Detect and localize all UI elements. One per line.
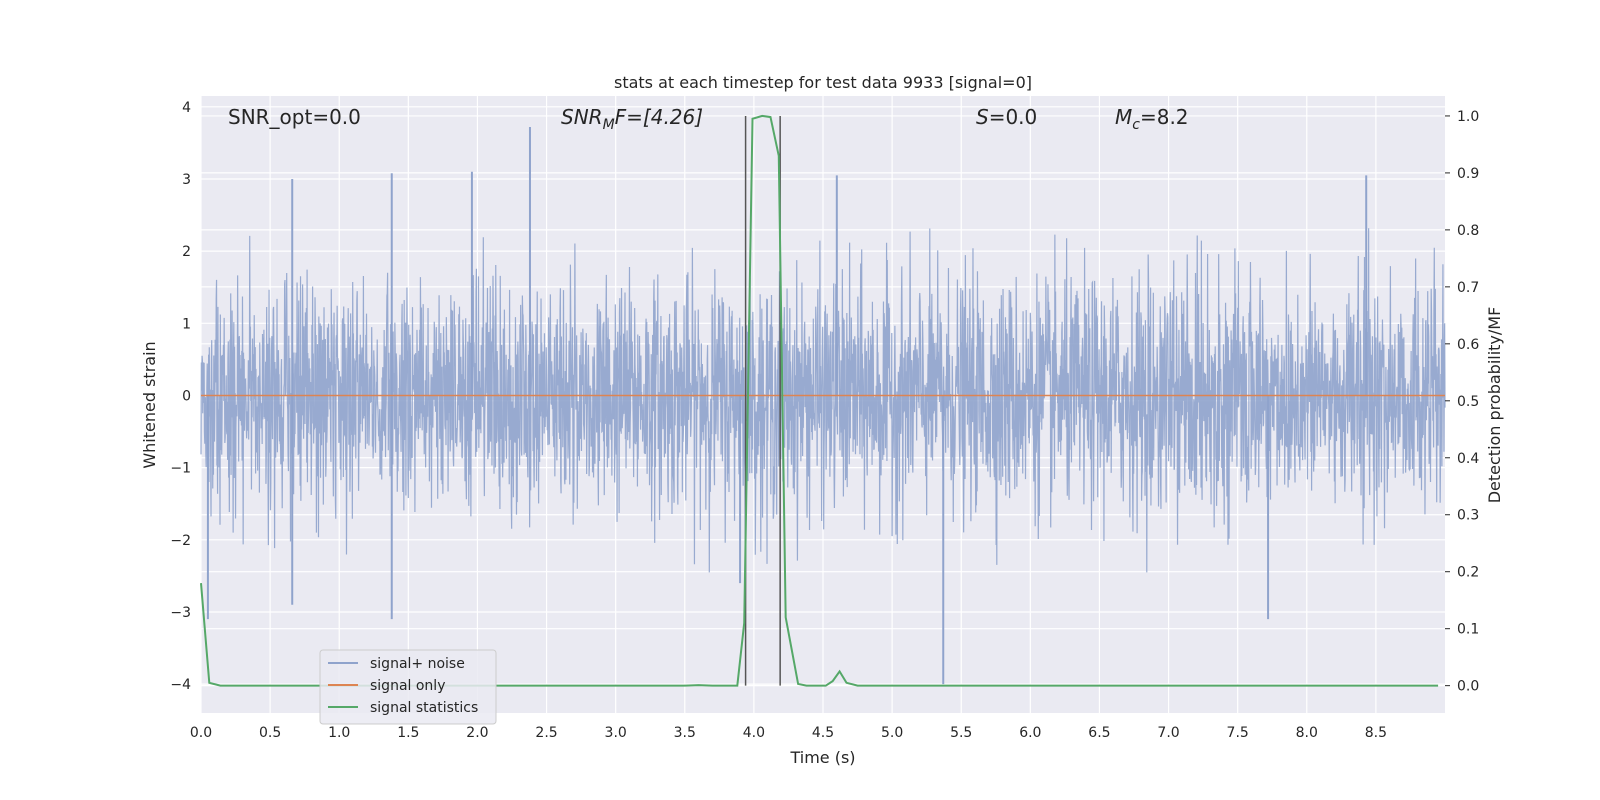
annotation-snr-mf-rest: F=[4.26] [615,105,703,129]
y-right-tick-7: 0.3 [1457,508,1479,524]
y-left-tick-5: −1 [170,461,191,477]
annotation-s-rest: =0.0 [989,105,1038,129]
annotation-snr-mf-sub: M [603,117,615,133]
x-tick-labels: 0.0 0.5 1.0 1.5 2.0 2.5 3.0 3.5 4.0 4.5 5.0 5.5 6.0 6… [190,725,1387,741]
y-right-tick-6: 0.4 [1457,451,1479,467]
x-tick-13: 6.5 [1088,725,1110,741]
annotation-mc-rest: =8.2 [1140,105,1189,129]
y-left-tick-8: −4 [170,677,191,693]
y-right-tick-10: 0.0 [1457,679,1479,695]
y-left-tick-1: 3 [182,172,191,188]
annotation-s: S=0.0 [976,105,1037,129]
y-left-axis-label: Whitened strain [140,341,159,468]
chart-title: stats at each timestep for test data 993… [614,73,1032,92]
annotation-mc-main: M [1115,105,1132,129]
x-tick-12: 6.0 [1019,725,1041,741]
y-left-tick-3: 1 [182,316,191,332]
x-tick-2: 1.0 [328,725,350,741]
legend-label-signal-only: signal only [370,678,445,694]
x-tick-16: 8.0 [1296,725,1318,741]
y-right-tick-1: 0.9 [1457,166,1479,182]
y-right-tick-3: 0.7 [1457,280,1479,296]
x-axis-label: Time (s) [789,748,855,767]
y-left-tick-labels: 4 3 2 1 0 −1 −2 −3 −4 [170,100,191,693]
y-right-tick-labels: 1.0 0.9 0.8 0.7 0.6 0.5 0.4 0.3 0.2 0.1 0.0 [1445,109,1479,695]
x-tick-1: 0.5 [259,725,281,741]
annotation-snr-opt: SNR_opt=0.0 [228,105,361,129]
x-tick-7: 3.5 [674,725,696,741]
legend-label-signal-noise: signal+ noise [370,656,465,672]
legend: signal+ noise signal only signal statist… [319,649,497,725]
y-left-tick-0: 4 [182,100,191,116]
x-tick-4: 2.0 [466,725,488,741]
x-tick-9: 4.5 [812,725,834,741]
y-right-tick-0: 1.0 [1457,109,1479,125]
legend-box [319,649,497,725]
legend-label-signal-statistics: signal statistics [370,700,478,716]
y-left-tick-6: −2 [170,533,191,549]
y-right-tick-9: 0.1 [1457,622,1479,638]
annotation-s-main: S [976,105,989,129]
x-tick-17: 8.5 [1365,725,1387,741]
noise-line [200,228,1446,573]
x-tick-0: 0.0 [190,725,212,741]
y-left-tick-7: −3 [170,605,191,621]
y-left-tick-2: 2 [182,244,191,260]
x-tick-10: 5.0 [881,725,903,741]
x-tick-14: 7.0 [1157,725,1179,741]
x-tick-5: 2.5 [535,725,557,741]
y-left-tick-4: 0 [182,388,191,404]
annotation-mc: Mc=8.2 [1115,105,1189,133]
series-signal-noise [200,127,1446,685]
annotation-snr-mf: SNRMF=[4.26] [561,105,703,133]
x-tick-11: 5.5 [950,725,972,741]
x-tick-3: 1.5 [397,725,419,741]
y-right-tick-4: 0.6 [1457,337,1479,353]
y-right-tick-2: 0.8 [1457,223,1479,239]
y-right-axis-label: Detection probability/MF [1485,307,1504,504]
y-right-tick-8: 0.2 [1457,565,1479,581]
y-right-tick-5: 0.5 [1457,394,1479,410]
x-tick-15: 7.5 [1227,725,1249,741]
x-tick-6: 3.0 [605,725,627,741]
annotation-mc-sub: c [1132,117,1140,133]
x-tick-8: 4.0 [743,725,765,741]
annotation-snr-mf-main: SNR [561,105,603,129]
